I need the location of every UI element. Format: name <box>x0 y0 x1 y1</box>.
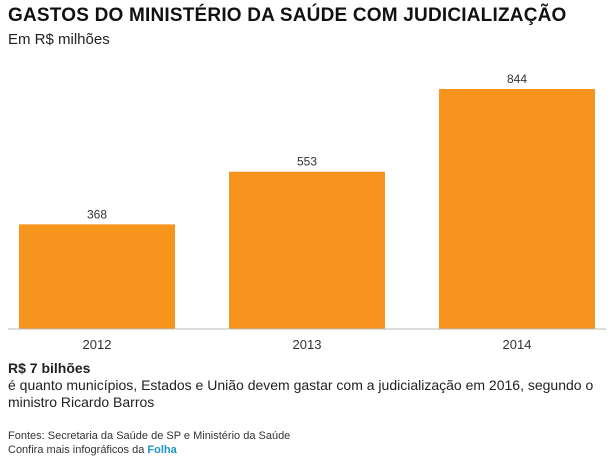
bar-chart: 368 553 844 2012 2013 2014 <box>8 72 606 352</box>
folha-link[interactable]: Folha <box>147 444 177 456</box>
more-infographics: Confira mais infográficos da Folha <box>8 444 177 456</box>
value-labels-layer: 368 553 844 <box>87 72 527 221</box>
note-block: R$ 7 bilhões é quanto municípios, Estado… <box>8 360 608 411</box>
bar-2014 <box>439 89 595 329</box>
x-tick-labels-layer: 2012 2013 2014 <box>83 337 532 352</box>
chart-title: GASTOS DO MINISTÉRIO DA SAÚDE COM JUDICI… <box>8 5 567 26</box>
sources-text: Fontes: Secretaria da Saúde de SP e Mini… <box>8 430 291 442</box>
bars-layer <box>19 89 595 329</box>
note-headline: R$ 7 bilhões <box>8 360 91 376</box>
bar-2012 <box>19 224 175 329</box>
x-tick-label-2014: 2014 <box>503 337 532 352</box>
note-text: é quanto municípios, Estados e União dev… <box>8 377 594 410</box>
x-tick-label-2012: 2012 <box>83 337 112 352</box>
value-label-2014: 844 <box>507 72 527 86</box>
bar-2013 <box>229 171 385 329</box>
value-label-2012: 368 <box>87 207 107 221</box>
x-tick-label-2013: 2013 <box>293 337 322 352</box>
more-prefix: Confira mais infográficos da <box>8 444 145 456</box>
value-label-2013: 553 <box>297 155 317 169</box>
chart-subtitle: Em R$ milhões <box>8 31 110 48</box>
